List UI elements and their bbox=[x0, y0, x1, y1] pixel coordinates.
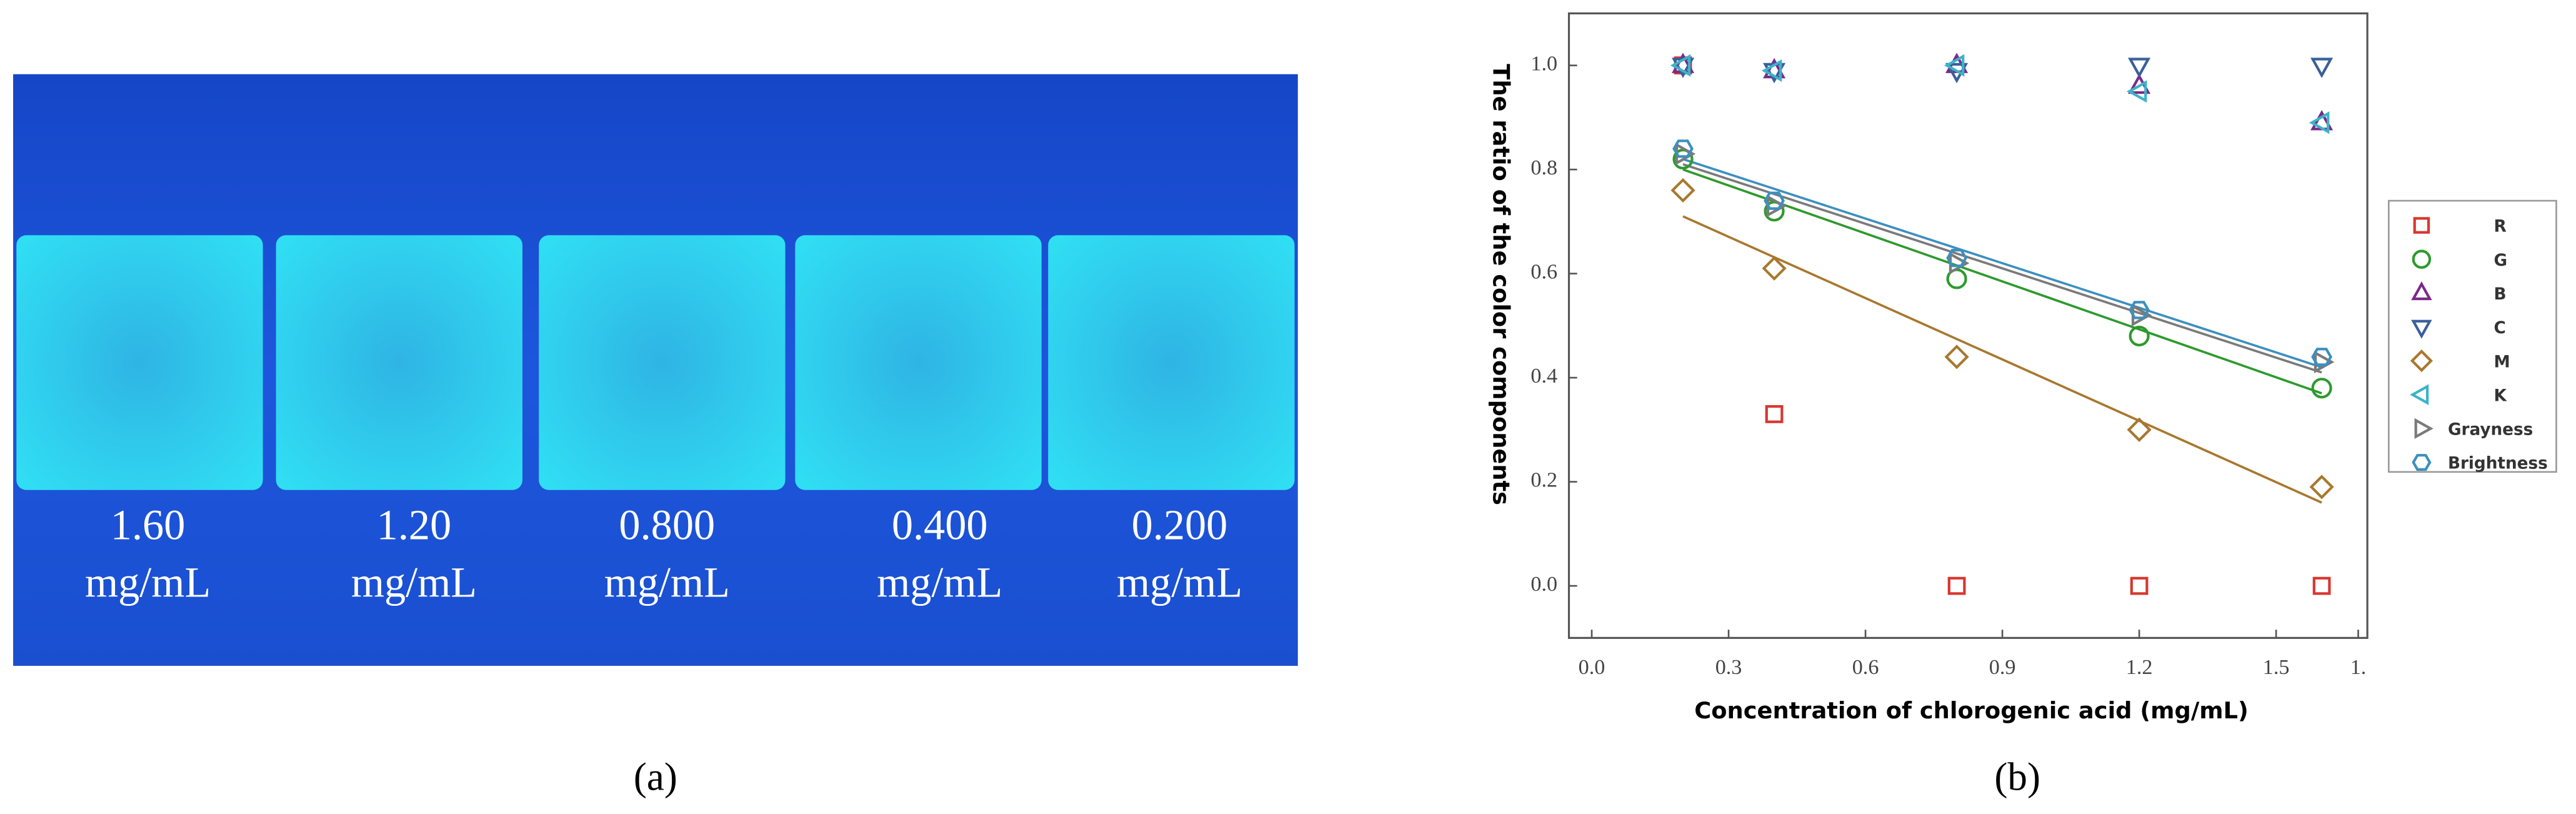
data-point bbox=[1670, 178, 1695, 203]
data-point bbox=[1764, 201, 1785, 222]
data-point bbox=[2309, 475, 2334, 500]
legend-label: Brightness bbox=[2448, 455, 2548, 473]
legend-marker bbox=[2412, 454, 2432, 471]
data-point bbox=[2130, 576, 2149, 595]
data-point bbox=[2129, 325, 2150, 347]
sample-labels: 1.60 mg/mL 1.20 mg/mL 0.800 mg/mL 0.400 mg/mL 0.… bbox=[85, 501, 1242, 606]
data-point bbox=[1670, 54, 1691, 77]
x-tick-label: 0.3 bbox=[1715, 656, 1742, 679]
trend-line bbox=[1682, 158, 2322, 369]
legend-marker bbox=[2411, 281, 2432, 301]
data-point bbox=[2126, 80, 2147, 103]
legend-label: K bbox=[2494, 386, 2508, 405]
sample-label: mg/mL bbox=[604, 559, 730, 606]
trend-line bbox=[1682, 168, 2322, 394]
sample-tile bbox=[1048, 235, 1295, 490]
legend-label: G bbox=[2494, 251, 2508, 270]
sample-label: mg/mL bbox=[351, 559, 477, 606]
data-point bbox=[1762, 256, 1787, 281]
data-point bbox=[2129, 301, 2150, 319]
legend-label: C bbox=[2494, 319, 2506, 338]
data-point bbox=[2127, 417, 2152, 442]
x-tick-label: 1. bbox=[2350, 656, 2367, 679]
y-tick-label: 0.6 bbox=[1530, 260, 1557, 283]
sample-label: mg/mL bbox=[1117, 559, 1242, 606]
y-tick-label: 1.0 bbox=[1530, 52, 1557, 75]
legend-marker bbox=[2414, 418, 2434, 440]
caption: (b) bbox=[1994, 755, 2040, 799]
x-tick-label: 1.5 bbox=[2263, 656, 2290, 679]
plot-frame bbox=[1567, 12, 2369, 639]
legend-label: B bbox=[2494, 285, 2507, 304]
legend-marker bbox=[2412, 249, 2432, 269]
y-tick-label: 0.4 bbox=[1530, 364, 1557, 388]
x-tick-label: 0.6 bbox=[1852, 656, 1879, 679]
y-tick-label: 0.2 bbox=[1530, 468, 1557, 491]
legend-marker bbox=[2410, 349, 2433, 373]
data-point bbox=[2128, 58, 2151, 78]
sample-tiles bbox=[16, 235, 1295, 490]
data-point bbox=[1947, 576, 1966, 595]
x-axis-title: Concentration of chlorogenic acid (mg/mL… bbox=[1694, 697, 2249, 724]
trend-line bbox=[1682, 163, 2322, 374]
sample-tile bbox=[16, 235, 263, 490]
data-point bbox=[1944, 54, 1965, 77]
sample-label: mg/mL bbox=[85, 559, 211, 606]
y-tick-label: 0.0 bbox=[1530, 573, 1557, 596]
legend-marker bbox=[2413, 217, 2430, 234]
data-point bbox=[2310, 58, 2334, 78]
sample-tile bbox=[539, 235, 786, 490]
data-point bbox=[2309, 111, 2330, 134]
data-point bbox=[2312, 576, 2331, 595]
y-axis-title: The ratio of the color components bbox=[1488, 64, 1515, 505]
caption: (a) bbox=[634, 755, 677, 799]
sample-label: 0.800 bbox=[619, 501, 715, 549]
data-point bbox=[1672, 139, 1694, 158]
legend-label: M bbox=[2494, 353, 2510, 371]
data-point bbox=[1672, 148, 1694, 170]
data-point bbox=[1944, 344, 1969, 369]
data-point bbox=[2311, 378, 2332, 399]
sample-label: mg/mL bbox=[877, 559, 1002, 606]
x-tick-label: 0.9 bbox=[1989, 656, 2016, 679]
sample-label: 1.20 bbox=[377, 501, 452, 549]
data-point bbox=[1946, 249, 1967, 268]
data-point bbox=[1765, 404, 1784, 423]
trend-line bbox=[1682, 215, 2322, 504]
x-tick-label: 1.2 bbox=[2126, 656, 2153, 679]
data-point bbox=[1761, 59, 1782, 82]
legend-marker bbox=[2410, 384, 2429, 406]
sample-label: 0.400 bbox=[892, 501, 988, 549]
sample-tile bbox=[276, 235, 522, 490]
sample-tile bbox=[795, 235, 1042, 490]
sample-label: 0.200 bbox=[1132, 501, 1228, 549]
legend-marker bbox=[2411, 319, 2432, 339]
x-tick-label: 0.0 bbox=[1579, 656, 1605, 679]
legend-label: R bbox=[2494, 218, 2507, 236]
sample-label: 1.60 bbox=[111, 501, 186, 549]
data-point bbox=[2311, 348, 2333, 366]
legend-label: Grayness bbox=[2448, 421, 2533, 440]
y-tick-label: 0.8 bbox=[1530, 156, 1557, 179]
data-point bbox=[1764, 191, 1785, 210]
